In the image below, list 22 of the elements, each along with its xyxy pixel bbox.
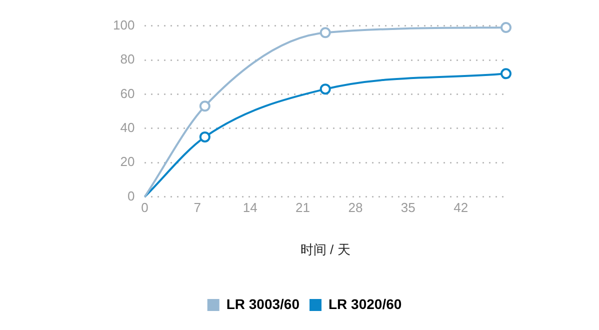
x-tick-label: 35 bbox=[400, 200, 416, 216]
x-tick-label: 0 bbox=[141, 200, 148, 216]
point bbox=[320, 27, 331, 38]
point bbox=[320, 84, 331, 95]
x-tick-label: 28 bbox=[348, 200, 363, 216]
x-tick-label: 42 bbox=[454, 200, 468, 216]
point bbox=[500, 22, 512, 34]
legend-label: LR 3020/60 bbox=[328, 296, 402, 312]
x-tick-label: 7 bbox=[194, 200, 201, 216]
y-tick-label: 60 bbox=[120, 86, 135, 101]
point bbox=[500, 68, 512, 80]
x-axis-title: 时间 / 天 bbox=[300, 242, 350, 257]
y-tick-label: 80 bbox=[120, 52, 135, 67]
x-tick-label: 21 bbox=[296, 200, 310, 216]
y-tick-label: 100 bbox=[112, 17, 135, 32]
x-tick-label: 14 bbox=[242, 200, 258, 216]
legend-label: LR 3003/60 bbox=[226, 296, 300, 312]
y-tick-label: 0 bbox=[127, 188, 135, 204]
point bbox=[199, 100, 210, 112]
point bbox=[199, 131, 210, 142]
y-tick-label: 20 bbox=[120, 154, 135, 170]
y-tick-label: 40 bbox=[120, 120, 135, 135]
